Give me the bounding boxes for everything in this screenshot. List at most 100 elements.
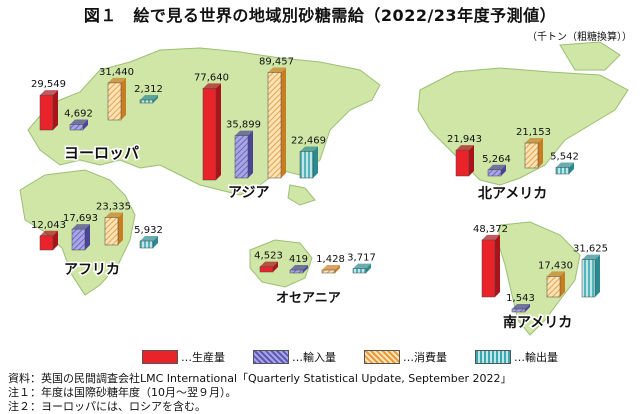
value-label-asia-production: 77,640 bbox=[194, 72, 229, 83]
legend: …生産量 …輸入量 …消費量 …輸出量 bbox=[142, 349, 558, 365]
bar-top-africa-import bbox=[72, 224, 90, 230]
chart-title: 図１ 絵で見る世界の地域別砂糖需給（2022/23年度予測値） bbox=[83, 6, 557, 25]
bar-europe-production bbox=[39, 94, 54, 131]
unit-label: （千トン（粗糖換算）） bbox=[527, 32, 632, 43]
bar-north-america-export bbox=[555, 167, 570, 175]
bar-top-asia-production bbox=[203, 83, 221, 89]
bar-asia-production bbox=[202, 88, 217, 181]
bar-side-asia-consumption bbox=[281, 67, 286, 178]
value-label-south-america-consumption: 17,430 bbox=[538, 260, 573, 271]
value-label-south-america-production: 48,372 bbox=[473, 224, 508, 235]
bar-side-africa-production bbox=[53, 230, 58, 250]
value-label-north-america-import: 5,264 bbox=[482, 154, 511, 165]
bar-asia-import bbox=[234, 135, 249, 179]
value-label-asia-consumption: 89,457 bbox=[259, 56, 294, 67]
bar-south-america-import bbox=[511, 308, 526, 313]
bar-side-south-america-production bbox=[495, 234, 500, 297]
value-label-africa-consumption: 23,335 bbox=[96, 201, 131, 212]
se-asia-shape bbox=[287, 184, 316, 206]
value-label-africa-export: 5,932 bbox=[134, 225, 163, 236]
bar-asia-consumption bbox=[267, 72, 282, 179]
bar-europe-consumption bbox=[107, 82, 122, 121]
legend-label-production: …生産量 bbox=[181, 351, 225, 364]
region-label-africa: アフリカ bbox=[64, 262, 120, 278]
bar-top-europe-export bbox=[140, 95, 158, 100]
bar-side-africa-import bbox=[85, 224, 90, 250]
bar-side-europe-production bbox=[53, 90, 58, 130]
region-label-oceania: オセアニア bbox=[276, 291, 341, 306]
bar-oceania-import bbox=[289, 269, 304, 274]
bar-top-north-america-import bbox=[488, 164, 506, 170]
legend-label-import: …輸入量 bbox=[292, 351, 336, 364]
bar-side-south-america-export bbox=[595, 254, 600, 297]
bar-africa-export bbox=[139, 240, 154, 249]
bar-africa-consumption bbox=[104, 217, 119, 246]
value-label-oceania-import: 419 bbox=[289, 254, 308, 265]
bar-side-north-america-production bbox=[469, 145, 474, 176]
legend-item-import: …輸入量 bbox=[253, 349, 336, 365]
value-label-europe-import: 4,692 bbox=[64, 108, 93, 119]
value-label-asia-import: 35,899 bbox=[226, 120, 261, 131]
value-label-oceania-production: 4,523 bbox=[254, 251, 283, 262]
legend-swatch-export bbox=[475, 350, 511, 364]
value-label-oceania-export: 3,717 bbox=[347, 253, 376, 264]
value-label-asia-export: 22,469 bbox=[291, 135, 326, 146]
region-label-europe: ヨーロッパ bbox=[64, 144, 139, 162]
region-label-north-america: 北アメリカ bbox=[478, 186, 547, 202]
bar-side-oceania-import bbox=[303, 265, 308, 273]
greenland-shape bbox=[559, 41, 621, 71]
bar-top-africa-production bbox=[40, 230, 58, 236]
bar-north-america-consumption bbox=[524, 142, 539, 169]
value-label-south-america-export: 31,625 bbox=[573, 244, 608, 255]
australia-shape bbox=[249, 239, 313, 288]
legend-item-production: …生産量 bbox=[142, 349, 225, 365]
legend-label-export: …輸出量 bbox=[514, 351, 558, 364]
bar-side-north-america-export bbox=[569, 162, 574, 174]
value-label-north-america-consumption: 21,153 bbox=[516, 127, 551, 138]
bar-top-oceania-export bbox=[353, 263, 371, 269]
bar-side-oceania-export bbox=[366, 263, 371, 273]
region-label-asia: アジア bbox=[228, 185, 269, 201]
bar-top-asia-consumption bbox=[268, 67, 286, 73]
legend-label-consumption: …消費量 bbox=[403, 351, 447, 364]
value-label-north-america-production: 21,943 bbox=[447, 134, 482, 145]
bar-side-africa-export bbox=[153, 236, 158, 248]
bar-top-south-america-consumption bbox=[547, 271, 565, 277]
legend-item-export: …輸出量 bbox=[475, 349, 558, 365]
value-label-africa-import: 17,693 bbox=[63, 213, 98, 224]
bar-top-africa-consumption bbox=[105, 212, 123, 218]
bar-europe-export bbox=[139, 99, 154, 104]
bar-side-africa-consumption bbox=[118, 212, 123, 245]
bar-top-south-america-export bbox=[582, 254, 600, 260]
value-label-europe-production: 29,549 bbox=[31, 79, 66, 90]
bar-south-america-consumption bbox=[546, 276, 561, 298]
bar-side-north-america-consumption bbox=[538, 138, 543, 168]
bar-asia-export bbox=[299, 151, 314, 179]
bar-side-south-america-consumption bbox=[560, 271, 565, 297]
legend-item-consumption: …消費量 bbox=[364, 349, 447, 365]
bar-side-south-america-import bbox=[525, 304, 530, 312]
bar-side-europe-import bbox=[83, 119, 88, 130]
value-label-europe-export: 2,312 bbox=[134, 84, 163, 95]
value-label-oceania-consumption: 1,428 bbox=[316, 254, 345, 265]
bar-top-south-america-production bbox=[482, 234, 500, 240]
region-label-south-america: 南アメリカ bbox=[503, 314, 572, 331]
bar-side-europe-export bbox=[153, 95, 158, 103]
bar-side-oceania-production bbox=[273, 261, 278, 272]
source-notes: 資料：英国の民間調査会社LMC International「Quarterly … bbox=[8, 372, 512, 414]
note-1: 注１：年度は国際砂糖年度（10月～翌９月）。 bbox=[8, 386, 237, 399]
note-2: 注２：ヨーロッパには、ロシアを含む。 bbox=[8, 400, 206, 413]
bar-north-america-production bbox=[455, 149, 470, 177]
bar-europe-import bbox=[69, 124, 84, 131]
value-label-south-america-import: 1,543 bbox=[506, 293, 535, 304]
bar-side-europe-consumption bbox=[121, 77, 126, 120]
bar-top-europe-consumption bbox=[108, 77, 126, 83]
bar-top-oceania-consumption bbox=[322, 265, 340, 270]
legend-swatch-production bbox=[142, 350, 178, 364]
bar-oceania-export bbox=[352, 268, 367, 274]
bar-top-north-america-export bbox=[556, 162, 574, 168]
bar-oceania-consumption bbox=[321, 269, 336, 274]
